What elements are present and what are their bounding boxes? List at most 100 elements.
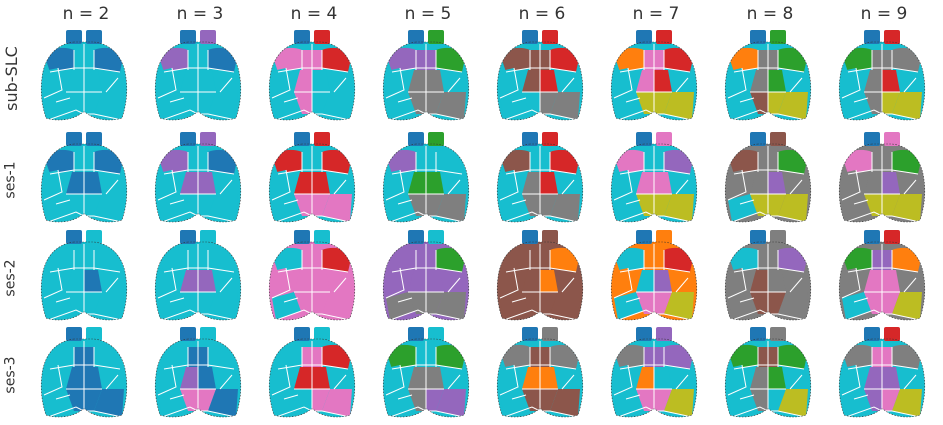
region-boundary: [385, 67, 405, 99]
region-boundary: [739, 297, 755, 303]
region-boundary: [853, 97, 869, 103]
region-boundary: [675, 77, 689, 93]
column-title: n = 5: [404, 4, 452, 24]
region: [864, 292, 882, 314]
region: [94, 47, 124, 72]
region: [882, 172, 900, 194]
region: [497, 365, 518, 395]
region-boundary: [505, 169, 577, 175]
region: [522, 327, 538, 341]
region-boundary: [727, 267, 747, 299]
region-boundary: [49, 267, 121, 273]
region: [892, 344, 922, 369]
region: [654, 389, 672, 411]
region-boundary: [219, 277, 233, 293]
region-boundary: [43, 169, 63, 201]
brain-map: [378, 228, 474, 328]
brain-svg: [724, 327, 812, 418]
region-boundary: [847, 169, 919, 175]
brain-map: [150, 325, 246, 425]
region-boundary: [385, 169, 405, 201]
region: [94, 149, 124, 174]
region-boundary: [397, 297, 413, 303]
region-boundary: [391, 169, 463, 175]
brain-outline: [40, 241, 128, 321]
region: [66, 132, 82, 146]
region: [882, 70, 900, 92]
region: [155, 170, 176, 200]
region: [84, 270, 102, 292]
region: [84, 70, 102, 92]
region: [500, 344, 530, 369]
region-boundary: [271, 364, 291, 396]
region-boundary: [157, 364, 177, 396]
region-boundary: [333, 277, 347, 293]
region: [540, 70, 558, 92]
region: [198, 270, 216, 292]
region: [426, 367, 444, 389]
region: [540, 389, 558, 411]
region: [892, 389, 922, 417]
region-boundary: [157, 67, 177, 99]
brain-svg: [382, 30, 470, 121]
region: [428, 327, 444, 341]
region: [725, 365, 746, 395]
region-boundary: [561, 374, 575, 390]
region: [839, 365, 860, 395]
brain-outline: [382, 338, 470, 418]
region: [44, 247, 74, 272]
region-boundary: [391, 267, 463, 273]
region: [614, 149, 644, 174]
region: [864, 327, 880, 341]
region: [522, 172, 540, 194]
region-boundary: [903, 77, 917, 93]
region: [864, 230, 880, 244]
region: [198, 172, 216, 194]
region: [200, 30, 216, 44]
region: [44, 344, 74, 369]
brain-svg: [496, 327, 584, 418]
region-boundary: [499, 169, 519, 201]
region: [428, 132, 444, 146]
region: [208, 247, 238, 272]
brain-map: [264, 325, 360, 425]
brain-svg: [154, 30, 242, 121]
region-boundary: [675, 277, 689, 293]
region-boundary: [733, 267, 805, 273]
region: [180, 292, 198, 314]
region: [158, 344, 188, 369]
region: [750, 194, 768, 216]
region: [522, 389, 540, 411]
region: [778, 194, 808, 222]
region: [426, 194, 444, 216]
region: [636, 172, 654, 194]
region: [882, 194, 900, 216]
region-boundary: [447, 374, 461, 390]
region-boundary: [619, 67, 691, 73]
region-boundary: [727, 67, 747, 99]
region: [768, 70, 786, 92]
region: [86, 327, 102, 341]
region-boundary: [55, 297, 71, 303]
region: [842, 149, 872, 174]
region: [654, 70, 672, 92]
brain-outline: [268, 338, 356, 418]
region: [436, 194, 466, 222]
region: [768, 92, 786, 114]
region: [842, 247, 872, 272]
region: [892, 247, 922, 272]
region: [540, 92, 558, 114]
region-boundary: [613, 364, 633, 396]
region: [272, 344, 302, 369]
region: [892, 47, 922, 72]
region: [84, 172, 102, 194]
region: [550, 194, 580, 222]
region-boundary: [625, 297, 641, 303]
region: [294, 92, 312, 114]
region-boundary: [43, 364, 63, 396]
region-boundary: [385, 267, 405, 299]
region-boundary: [447, 277, 461, 293]
region: [322, 149, 352, 174]
region: [180, 389, 198, 411]
region: [408, 230, 424, 244]
